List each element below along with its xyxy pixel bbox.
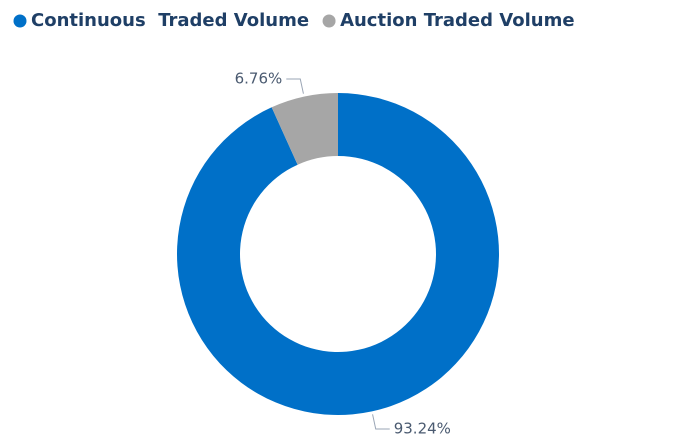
legend-marker	[322, 14, 336, 28]
leader-line	[372, 414, 390, 430]
legend-label: Continuous Traded Volume	[31, 10, 309, 31]
donut-slice	[271, 93, 338, 165]
leader-line	[286, 78, 304, 94]
donut-slice	[177, 93, 499, 415]
data-label: 93.24%	[394, 419, 451, 437]
legend-label: Auction Traded Volume	[340, 10, 574, 31]
legend-marker	[13, 14, 27, 28]
data-label: 6.76%	[235, 70, 283, 88]
